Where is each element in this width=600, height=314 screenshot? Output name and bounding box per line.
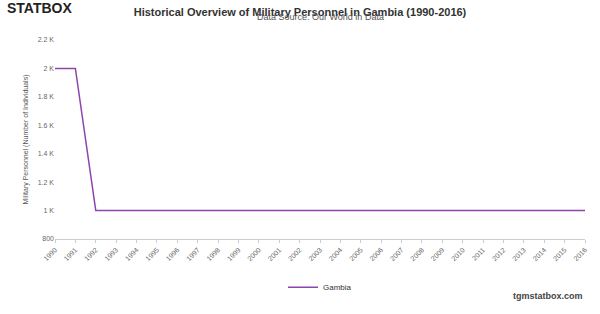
svg-text:2011: 2011 [471, 246, 487, 262]
svg-text:2004: 2004 [328, 246, 344, 262]
svg-text:1998: 1998 [205, 246, 221, 262]
svg-text:1999: 1999 [226, 246, 242, 262]
svg-text:2015: 2015 [552, 246, 568, 262]
svg-text:2010: 2010 [450, 246, 466, 262]
svg-text:2009: 2009 [430, 246, 446, 262]
svg-text:Gambia: Gambia [323, 283, 352, 292]
svg-text:1993: 1993 [103, 246, 119, 262]
svg-text:2008: 2008 [409, 246, 425, 262]
svg-text:1996: 1996 [165, 246, 181, 262]
svg-text:2 K: 2 K [43, 65, 54, 72]
svg-text:tgmstatbox.com: tgmstatbox.com [513, 291, 583, 301]
svg-text:1992: 1992 [83, 246, 99, 262]
svg-text:2002: 2002 [287, 246, 303, 262]
svg-text:1997: 1997 [185, 246, 201, 262]
svg-text:2012: 2012 [491, 246, 507, 262]
svg-text:2007: 2007 [389, 246, 405, 262]
svg-text:2005: 2005 [348, 246, 364, 262]
svg-text:1.2 K: 1.2 K [38, 179, 55, 186]
svg-text:2001: 2001 [266, 246, 282, 262]
svg-text:STATBOX: STATBOX [7, 0, 72, 16]
svg-text:1 K: 1 K [43, 207, 54, 214]
svg-text:1994: 1994 [124, 246, 140, 262]
svg-text:1.4 K: 1.4 K [38, 150, 55, 157]
svg-text:800: 800 [42, 235, 54, 242]
svg-text:2003: 2003 [307, 246, 323, 262]
svg-text:2000: 2000 [246, 246, 262, 262]
svg-text:2.2 K: 2.2 K [38, 36, 55, 43]
svg-text:2013: 2013 [511, 246, 527, 262]
svg-text:2014: 2014 [531, 246, 547, 262]
svg-text:1991: 1991 [63, 246, 79, 262]
svg-text:Military Personnel (Number of: Military Personnel (Number of Individual… [22, 75, 30, 205]
svg-text:1995: 1995 [144, 246, 160, 262]
svg-text:1.8 K: 1.8 K [38, 93, 55, 100]
svg-text:2016: 2016 [572, 246, 588, 262]
svg-text:Data Source: Our World in Data: Data Source: Our World in Data [257, 12, 384, 22]
svg-text:1990: 1990 [42, 246, 58, 262]
svg-text:1.6 K: 1.6 K [38, 122, 55, 129]
svg-text:Historical Overview of Militar: Historical Overview of Military Personne… [134, 6, 467, 18]
svg-text:2006: 2006 [368, 246, 384, 262]
